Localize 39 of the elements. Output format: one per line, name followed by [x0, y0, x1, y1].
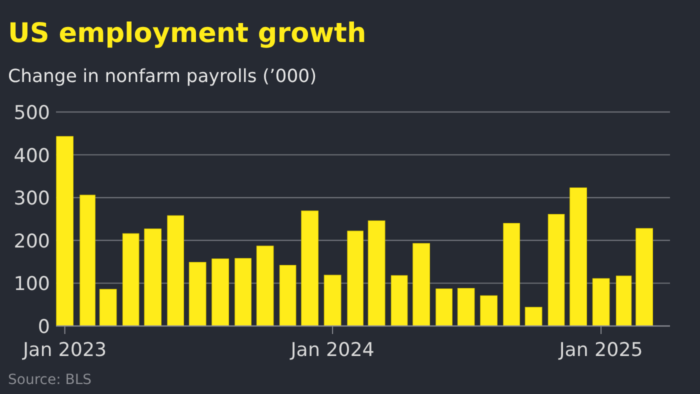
x-tick-label: Jan 2024 — [290, 339, 374, 361]
bar — [80, 194, 96, 326]
y-tick-label: 0 — [38, 316, 50, 338]
bar — [616, 276, 632, 326]
bar — [436, 288, 452, 326]
x-tick-label: Jan 2023 — [22, 339, 107, 361]
bar — [56, 136, 74, 326]
bar — [188, 262, 206, 326]
bar — [324, 274, 342, 326]
y-tick-label: 300 — [14, 188, 50, 210]
bar — [212, 258, 229, 326]
bar — [368, 220, 386, 326]
bar — [548, 214, 565, 326]
bar — [99, 288, 117, 326]
bar — [234, 258, 252, 326]
y-tick-label: 500 — [14, 102, 50, 124]
y-tick-label: 200 — [14, 230, 50, 252]
chart-subtitle: Change in nonfarm payrolls (’000) — [8, 66, 317, 87]
bar — [167, 215, 184, 326]
bar — [279, 264, 296, 326]
bar — [570, 188, 587, 326]
source-note: Source: BLS — [8, 372, 92, 388]
bar — [122, 233, 140, 326]
bar — [503, 223, 520, 326]
bar — [480, 295, 498, 326]
chart-title: US employment growth — [8, 18, 366, 49]
bar — [301, 210, 318, 326]
bar — [390, 275, 408, 326]
bar — [256, 246, 274, 326]
y-tick-label: 400 — [14, 144, 50, 167]
bar — [144, 228, 162, 326]
bar — [524, 306, 542, 326]
y-tick-label: 100 — [14, 273, 50, 296]
bar — [412, 243, 430, 326]
bar — [347, 230, 364, 326]
x-tick-label: Jan 2025 — [558, 339, 643, 361]
bar — [457, 288, 475, 326]
bar — [592, 278, 610, 326]
bar — [636, 228, 653, 326]
